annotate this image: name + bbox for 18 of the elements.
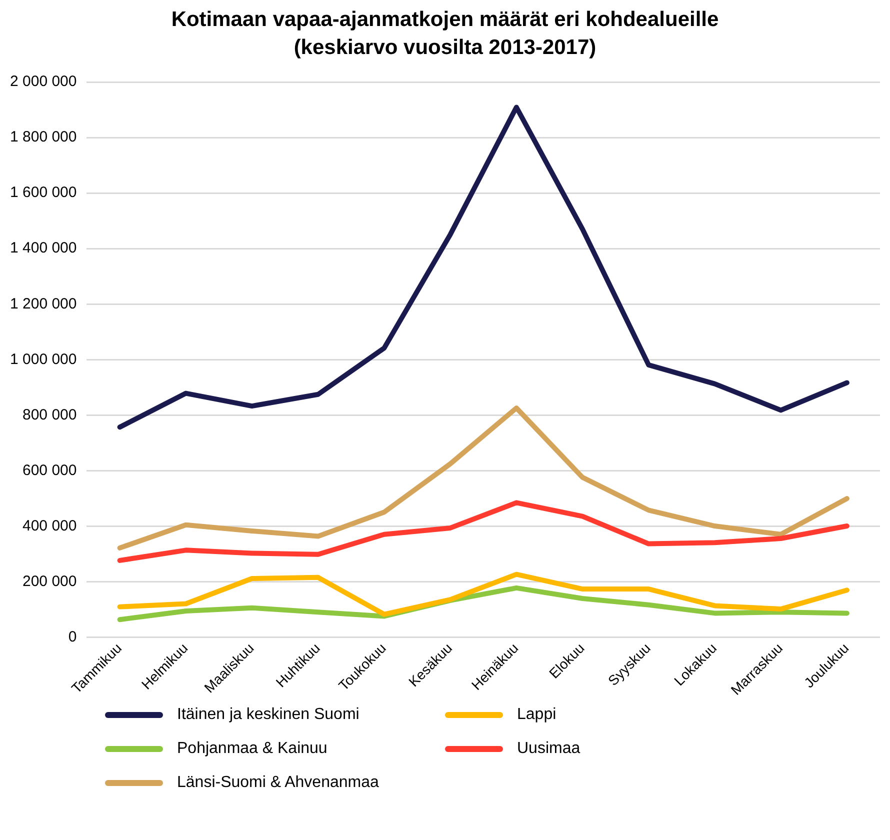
- legend-label: Uusimaa: [517, 740, 580, 758]
- legend-label: Itäinen ja keskinen Suomi: [177, 706, 360, 724]
- y-tick-label: 200 000: [22, 572, 77, 590]
- y-tick-label: 800 000: [22, 406, 77, 424]
- chart-title: Kotimaan vapaa-ajanmatkojen määrät eri kohdealueille: [171, 8, 719, 31]
- legend-label: Lappi: [517, 706, 556, 724]
- legend-label: Länsi-Suomi & Ahvenanmaa: [177, 774, 379, 792]
- y-tick-label: 600 000: [22, 462, 77, 479]
- legend-label: Pohjanmaa & Kainuu: [177, 740, 328, 758]
- y-tick-label: 1 800 000: [10, 128, 77, 146]
- y-tick-label: 0: [68, 628, 77, 646]
- y-tick-label: 1 000 000: [10, 350, 77, 368]
- y-tick-label: 2 000 000: [10, 73, 77, 90]
- y-tick-label: 1 400 000: [10, 240, 77, 257]
- y-tick-label: 400 000: [22, 517, 77, 534]
- y-tick-label: 1 200 000: [10, 295, 77, 312]
- y-tick-label: 1 600 000: [10, 184, 77, 202]
- chart-subtitle: (keskiarvo vuosilta 2013-2017): [294, 36, 596, 59]
